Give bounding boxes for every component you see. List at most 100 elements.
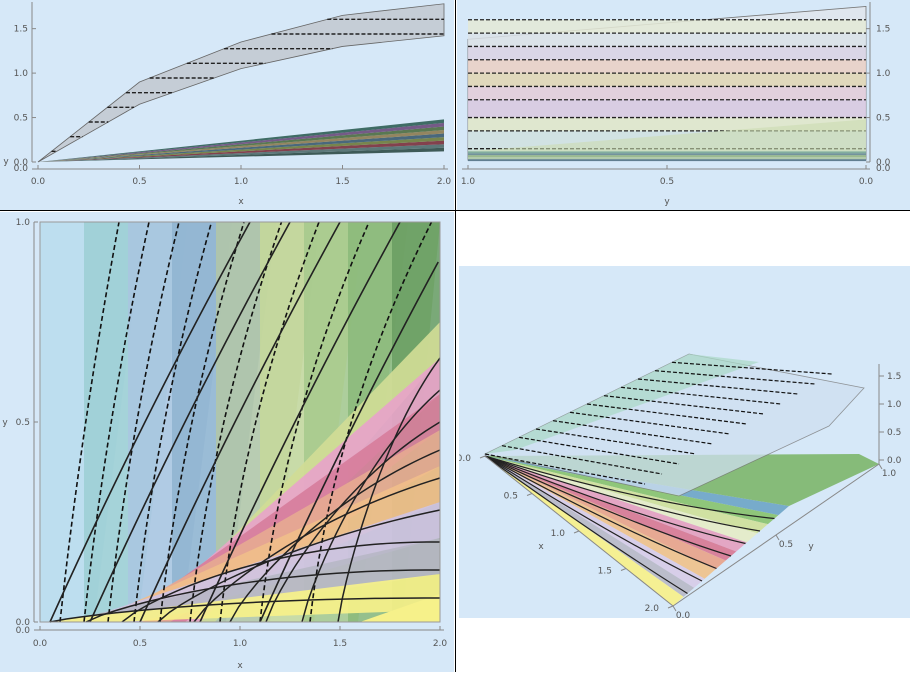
surface-wedge: [485, 456, 768, 534]
lower-band-stripe: [38, 133, 444, 162]
bottom-stripe: [468, 157, 866, 160]
upper-sheet: [483, 353, 865, 497]
x-tick-label: 0.0: [33, 639, 48, 649]
panel-bottom-right: 0.0 0.5 1.0 1.5 2.0 0.0 0.5 1.0 0.0 0.5 1.0 1.5 x y: [457, 266, 910, 621]
dashed-contour: [83, 221, 150, 623]
x-tick-label: 1.0: [461, 177, 476, 187]
x-tick-label: 2.0: [437, 177, 452, 187]
upper-sheet-strip: [485, 354, 759, 454]
lower-band-stripe: [38, 126, 444, 162]
sheet-dashed-line: [620, 386, 782, 405]
x-tick-label: 0.5: [504, 492, 518, 502]
surface-contour: [484, 455, 775, 520]
wedge-overlay: [468, 119, 866, 152]
x-tick-label: 0.5: [132, 177, 146, 187]
bottom-stripe: [468, 151, 866, 154]
x-axis-label: x: [538, 542, 544, 552]
level-band: [468, 59, 866, 74]
solid-contour: [265, 421, 441, 623]
diagonal-band: [75, 502, 440, 622]
dashed-contour: [219, 221, 320, 623]
dashed-contour: [159, 221, 245, 623]
surface-contour: [484, 455, 717, 570]
chart-bottom-left: 0.0 0.5 1.0 1.5 2.0 0.0 0.5 1.0 0.0 x y: [0, 212, 454, 672]
bottom-stripe: [468, 153, 866, 156]
x-tick-label: 1.5: [335, 177, 349, 187]
x-tick-label: 1.0: [551, 529, 566, 539]
solid-contour-steep: [139, 221, 341, 623]
z-tick-label: 1.0: [887, 400, 902, 410]
sheet-dashed-line: [654, 370, 816, 385]
y-tick-label: 1.0: [882, 469, 897, 479]
surface-wedge: [485, 456, 779, 525]
y-tick-label: 0.5: [779, 540, 793, 550]
surface-wedge: [485, 456, 737, 561]
x-axis-label: y: [664, 197, 670, 207]
y-tick-label: 0.5: [16, 418, 30, 428]
solid-contour-steep: [89, 221, 291, 623]
x-tick-label: 0.0: [31, 177, 46, 187]
x-tick-label: 0.0: [859, 177, 874, 187]
z-tick-label: 0.5: [887, 428, 901, 438]
dashed-contour: [107, 221, 180, 623]
surface-wedge: [485, 456, 747, 552]
y-tick-label: 0.5: [876, 114, 890, 124]
x-tick-label: 0.5: [133, 639, 147, 649]
x-tick-label: 1.5: [598, 567, 612, 577]
chart-bottom-right: 0.0 0.5 1.0 1.5 2.0 0.0 0.5 1.0 0.0 0.5 1.0 1.5 x y: [457, 266, 910, 621]
y-axis-label: y: [808, 542, 814, 552]
surface-contour: [484, 455, 703, 582]
x-tick: [620, 568, 627, 571]
z-tick-label: 0.0: [887, 456, 902, 466]
x-axis-label: x: [237, 661, 243, 671]
level-band: [468, 19, 866, 34]
chart-top-right: 1.0 0.5 0.00.0 0.5 1.0 1.5 0.0 y: [457, 0, 910, 210]
solid-contour: [85, 569, 441, 623]
sheet-dashed-line: [552, 420, 714, 445]
dashed-contour: [189, 221, 283, 623]
sheet-dashed-line: [603, 395, 765, 415]
diagonal-band: [105, 430, 440, 622]
x-tick-label: 1.0: [233, 639, 248, 649]
y-tick: [878, 463, 883, 470]
x-tick-label: 0.5: [660, 177, 674, 187]
surface-contour: [484, 455, 746, 545]
y-axis-label: y: [3, 157, 9, 167]
sheet-dashed-line: [484, 453, 646, 485]
sheet-dashed-line: [671, 361, 833, 375]
x-axis-label: x: [238, 197, 244, 207]
lower-band-stripe: [38, 119, 444, 162]
x-tick: [667, 605, 674, 609]
level-band: [468, 99, 866, 118]
z-tick-label: 1.5: [887, 372, 901, 382]
y-origin-label: 0.0: [16, 626, 31, 636]
plot-frame: [39, 221, 441, 623]
x-tick: [573, 530, 580, 534]
x-tick-label: 2.0: [645, 604, 660, 614]
diagonal-band: [90, 466, 440, 622]
y-tick-label: 1.0: [14, 69, 29, 79]
y-tick: [672, 605, 677, 612]
sheet-dashed-line: [586, 403, 748, 425]
level-band: [468, 73, 866, 87]
panel-top-left: 0.0 0.5 1.0 1.5 2.0 0.0 0.5 1.0 1.5 0.0 x y: [0, 0, 454, 210]
sheet-dashed-line: [637, 378, 799, 395]
x-tick-label: 0.0: [459, 454, 471, 464]
surface-contour: [484, 455, 761, 532]
dashed-contour: [309, 221, 433, 623]
vertical-divider-bottom: [455, 211, 456, 672]
surface-contour: [484, 455, 732, 557]
x-tick-label: 1.0: [234, 177, 249, 187]
corner-band: [360, 594, 440, 622]
y-tick-label: 1.5: [876, 25, 890, 35]
solid-contour: [301, 389, 441, 623]
y-tick: [775, 534, 780, 541]
x-tick: [526, 493, 533, 496]
x-tick-label: 1.5: [333, 639, 347, 649]
solid-contour-steep: [199, 221, 401, 623]
vertical-divider-top: [455, 0, 456, 210]
y-tick-label: 0.0: [16, 618, 31, 628]
panel-bottom-left: 0.0 0.5 1.0 1.5 2.0 0.0 0.5 1.0 0.0 x y: [0, 212, 454, 672]
surface-wedge: [485, 456, 684, 606]
y-origin-label: 0.0: [14, 164, 29, 174]
